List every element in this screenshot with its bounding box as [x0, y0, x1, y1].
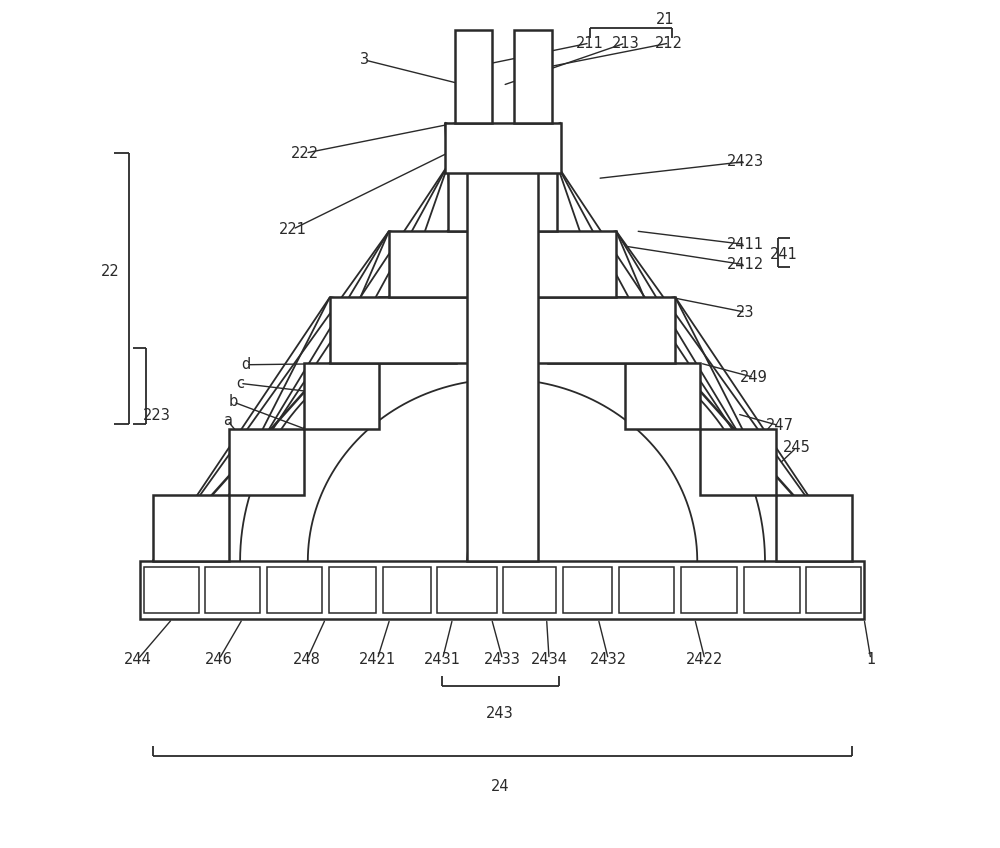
Text: 22: 22 [101, 264, 120, 279]
Text: 244: 244 [124, 652, 152, 667]
Bar [448, 165, 557, 231]
Bar [445, 123, 561, 173]
Text: b: b [229, 394, 238, 410]
Text: 2432: 2432 [590, 652, 627, 667]
Text: 21: 21 [656, 12, 674, 27]
Bar [563, 567, 612, 613]
Text: 245: 245 [782, 440, 810, 455]
Text: 211: 211 [576, 36, 604, 51]
Bar [383, 567, 431, 613]
Text: 2422: 2422 [686, 652, 724, 667]
Text: a: a [223, 413, 232, 428]
Text: 213: 213 [611, 36, 639, 51]
Bar [304, 363, 379, 429]
Bar [776, 495, 852, 561]
Bar [267, 567, 322, 613]
Bar [329, 567, 376, 613]
Text: 2421: 2421 [359, 652, 396, 667]
Text: 246: 246 [205, 652, 233, 667]
Text: 2434: 2434 [531, 652, 568, 667]
Text: 223: 223 [143, 408, 171, 423]
Text: 248: 248 [293, 652, 321, 667]
Text: 247: 247 [765, 418, 793, 433]
Bar [389, 231, 616, 297]
Text: d: d [241, 357, 251, 372]
Text: 23: 23 [736, 304, 755, 320]
Bar [806, 567, 861, 613]
Bar [467, 165, 538, 561]
Bar [144, 567, 199, 613]
Bar [437, 567, 497, 613]
Bar [514, 31, 552, 123]
Bar [153, 495, 229, 561]
Text: 222: 222 [291, 146, 319, 160]
Bar [140, 561, 864, 619]
Bar [625, 363, 700, 429]
Text: 2412: 2412 [727, 257, 764, 272]
Text: 212: 212 [655, 36, 683, 51]
Bar [681, 567, 737, 613]
Text: 1: 1 [866, 652, 875, 667]
Text: 2431: 2431 [424, 652, 461, 667]
Bar [205, 567, 260, 613]
Bar [455, 31, 492, 123]
Bar [744, 567, 800, 613]
Text: 2433: 2433 [484, 652, 521, 667]
Bar [700, 429, 776, 495]
Text: 243: 243 [486, 706, 514, 721]
Text: 241: 241 [770, 247, 798, 262]
Bar [229, 429, 304, 495]
Text: 249: 249 [740, 370, 768, 385]
Text: c: c [236, 376, 244, 391]
Bar [619, 567, 674, 613]
Text: 2411: 2411 [727, 237, 764, 252]
Text: 221: 221 [279, 222, 307, 237]
Bar [548, 297, 625, 363]
Text: 3: 3 [360, 53, 369, 68]
Bar [379, 297, 456, 363]
Text: 2423: 2423 [727, 154, 764, 169]
Bar [330, 297, 675, 363]
Bar [503, 567, 556, 613]
Text: 24: 24 [491, 778, 509, 794]
